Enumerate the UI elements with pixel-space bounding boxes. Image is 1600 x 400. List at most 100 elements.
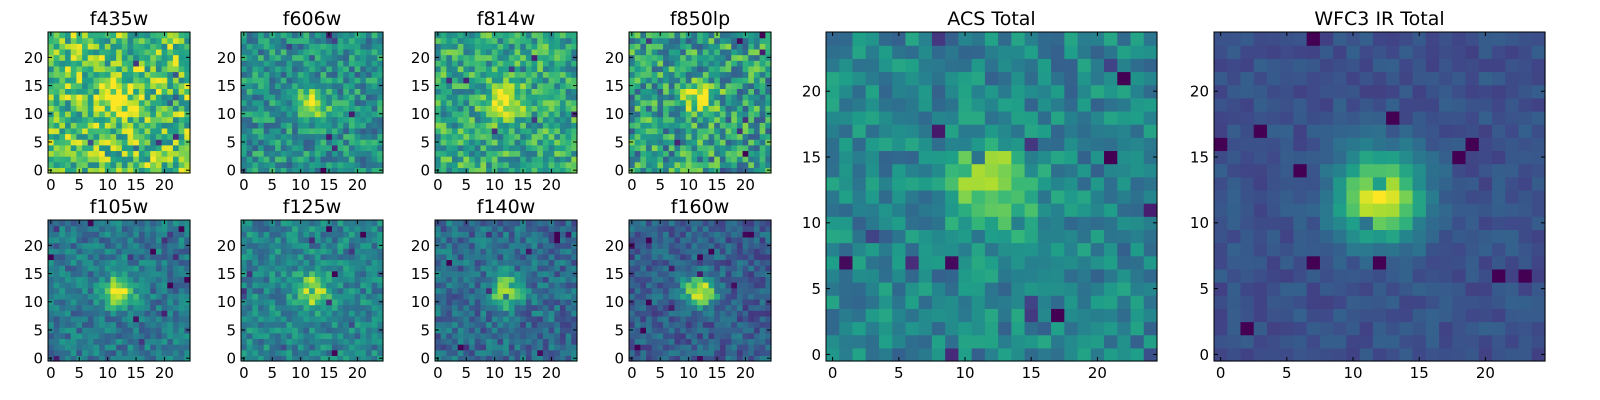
- heatmap-cell: [446, 349, 453, 356]
- heatmap-cell: [759, 293, 766, 300]
- heatmap-cell: [354, 270, 361, 277]
- heatmap-cell: [76, 276, 83, 283]
- heatmap-cell: [110, 99, 117, 106]
- heatmap-cell: [343, 54, 350, 61]
- heatmap-cell: [337, 287, 344, 294]
- heatmap-cell: [150, 32, 157, 39]
- heatmap-cell: [150, 99, 157, 106]
- heatmap-cell: [702, 65, 710, 73]
- heatmap-cell: [646, 321, 653, 328]
- heatmap-cell: [565, 105, 572, 112]
- heatmap-cell: [258, 88, 265, 95]
- heatmap-cell: [748, 127, 755, 135]
- heatmap-cell: [348, 99, 356, 106]
- heatmap-cell: [508, 236, 516, 244]
- heatmap-cell: [59, 139, 66, 146]
- heatmap-cell: [685, 293, 693, 300]
- heatmap-cell: [452, 259, 459, 266]
- heatmap-cell: [110, 139, 117, 146]
- heatmap-cell: [571, 220, 578, 227]
- heatmap-cell: [525, 54, 533, 61]
- heatmap-cell: [491, 116, 499, 123]
- heatmap-cell: [121, 82, 129, 89]
- heatmap-cell: [702, 349, 710, 356]
- heatmap-cell: [144, 248, 151, 255]
- heatmap-cell: [759, 287, 766, 294]
- heatmap-cell: [685, 298, 693, 306]
- heatmap-cell: [435, 99, 442, 106]
- heatmap-cell: [457, 65, 464, 73]
- heatmap-cell: [565, 310, 572, 317]
- heatmap-cell: [446, 71, 453, 78]
- heatmap-cell: [668, 287, 676, 294]
- heatmap-cell: [508, 315, 516, 323]
- heatmap-cell: [320, 82, 327, 89]
- heatmap-cell: [110, 105, 117, 112]
- heatmap-cell: [663, 293, 670, 300]
- heatmap-cell: [116, 122, 123, 129]
- heatmap-cell: [657, 276, 664, 283]
- heatmap-cell: [663, 65, 670, 73]
- heatmap-cell: [314, 236, 322, 244]
- heatmap-cell: [520, 332, 527, 340]
- heatmap-cell: [731, 105, 738, 112]
- heatmap-cell: [697, 282, 704, 289]
- heatmap-cell: [326, 127, 333, 135]
- heatmap-cell: [657, 105, 664, 112]
- heatmap-cell: [446, 231, 453, 238]
- heatmap-cell: [646, 32, 653, 39]
- heatmap-cell: [93, 156, 100, 163]
- heatmap-cell: [155, 167, 163, 174]
- heatmap-cell: [133, 161, 140, 168]
- heatmap-cell: [116, 327, 123, 334]
- heatmap-cell: [144, 253, 151, 261]
- heatmap-cell: [742, 293, 749, 300]
- heatmap-cell: [531, 77, 538, 84]
- heatmap-cell: [99, 133, 106, 140]
- heatmap-cell: [508, 282, 516, 289]
- heatmap-cell: [99, 65, 106, 73]
- heatmap-cell: [150, 144, 157, 152]
- heatmap-cell: [65, 133, 72, 140]
- heatmap-cell: [531, 310, 538, 317]
- heatmap-cell: [708, 105, 715, 112]
- heatmap-cell: [178, 116, 185, 123]
- heatmap-cell: [629, 332, 636, 340]
- heatmap-cell: [320, 88, 327, 95]
- heatmap-cell: [155, 282, 163, 289]
- heatmap-cell: [99, 253, 106, 261]
- heatmap-cell: [263, 282, 270, 289]
- heatmap-cell: [697, 293, 704, 300]
- heatmap-cell: [155, 253, 163, 261]
- heatmap-cell: [629, 43, 636, 50]
- heatmap-cell: [309, 231, 316, 238]
- heatmap-cell: [241, 287, 248, 294]
- heatmap-cell: [314, 338, 322, 345]
- heatmap-cell: [714, 349, 721, 356]
- heatmap-cell: [725, 344, 732, 351]
- heatmap-cell: [463, 48, 470, 56]
- heatmap-cell: [765, 144, 772, 152]
- heatmap-cell: [337, 99, 344, 106]
- heatmap-cell: [161, 139, 168, 146]
- heatmap-cell: [691, 321, 698, 328]
- heatmap-cell: [759, 282, 766, 289]
- heatmap-cell: [93, 77, 100, 84]
- heatmap-cell: [651, 349, 658, 356]
- heatmap-cell: [474, 265, 482, 272]
- heatmap-cell: [531, 276, 538, 283]
- heatmap-cell: [269, 315, 276, 323]
- heatmap-cell: [634, 37, 641, 44]
- heatmap-cell: [571, 344, 578, 351]
- heatmap-cell: [82, 304, 89, 311]
- heatmap-cell: [691, 65, 698, 73]
- heatmap-cell: [714, 298, 721, 306]
- heatmap-cell: [252, 293, 259, 300]
- heatmap-cell: [503, 236, 510, 244]
- heatmap-cell: [497, 349, 504, 356]
- x-tick-label: 10: [291, 176, 310, 194]
- heatmap-cell: [178, 304, 185, 311]
- heatmap-cell: [674, 310, 681, 317]
- heatmap-cell: [286, 327, 293, 334]
- heatmap-cell: [116, 298, 123, 306]
